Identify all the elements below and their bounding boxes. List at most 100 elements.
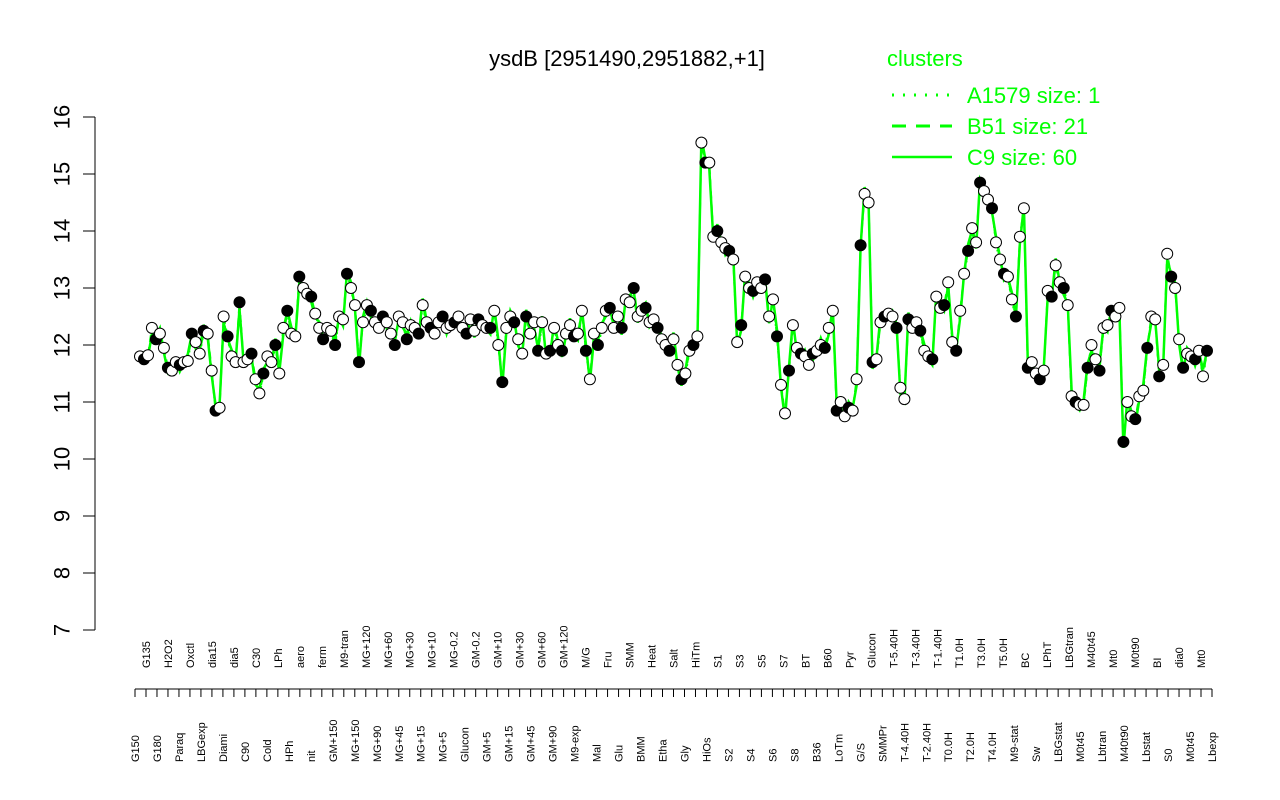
x-axis: G150 G135 G180 H2O2 Paraq Oxctl LBGexp dia15 Dia…: [130, 626, 1219, 763]
x-tick-label: Paraq: [174, 733, 186, 762]
x-tick-label: LoTm: [833, 734, 845, 762]
data-point: [771, 330, 783, 343]
data-point: [508, 316, 521, 329]
data-point: [412, 327, 425, 340]
data-point: [488, 304, 501, 317]
x-tick-label: B36: [811, 742, 823, 762]
data-point: [1085, 339, 1098, 351]
x-tick-label: HiOs: [701, 737, 713, 762]
data-point: [293, 270, 306, 283]
data-point: [384, 327, 397, 340]
x-tick-label: BT: [800, 654, 812, 668]
x-tick-label: M9-exp: [570, 725, 582, 762]
data-point: [1061, 299, 1074, 312]
data-point: [492, 339, 505, 351]
data-point: [711, 225, 724, 237]
y-tick-label: 15: [50, 162, 75, 186]
x-tick-label: H2O2: [163, 639, 175, 668]
data-point: [341, 267, 353, 280]
x-tick-label: M0t45: [1185, 731, 1197, 762]
x-tick-label: Pyr: [844, 651, 856, 668]
x-tick-label: HPh: [284, 741, 296, 762]
data-point: [317, 333, 330, 346]
data-point: [1165, 270, 1178, 283]
data-point: [1121, 396, 1134, 408]
y-tick-label: 11: [50, 391, 75, 414]
data-point: [388, 339, 401, 351]
data-point: [834, 396, 847, 408]
y-tick-label: 13: [50, 276, 75, 300]
data-point: [986, 202, 998, 215]
data-point: [1141, 341, 1154, 354]
y-tick-label: 7: [50, 624, 75, 636]
data-point: [428, 327, 441, 340]
y-tick-label: 12: [50, 333, 75, 357]
data-point: [512, 333, 525, 346]
x-tick-label: Gly: [679, 745, 691, 762]
data-point: [870, 353, 883, 366]
data-point: [484, 321, 497, 334]
data-point: [520, 310, 533, 323]
data-point: [1093, 364, 1106, 377]
x-tick-label: GM+15: [504, 726, 516, 762]
data-point: [651, 321, 664, 334]
data-point: [221, 330, 234, 343]
data-point: [400, 333, 413, 346]
data-point: [886, 310, 899, 323]
y-tick-label: 8: [50, 567, 75, 579]
data-point: [556, 344, 568, 357]
data-point: [890, 321, 903, 334]
data-point: [595, 321, 608, 334]
x-tick-label: C90: [240, 742, 252, 762]
x-tick-label: S8: [789, 749, 801, 762]
x-tick-label: LPhT: [1042, 641, 1054, 668]
x-tick-label: HiTm: [690, 642, 702, 668]
x-tick-label: GM-0.2: [471, 631, 483, 668]
data-point: [802, 358, 815, 371]
data-point: [627, 282, 640, 294]
x-tick-label: dia0: [1174, 647, 1186, 668]
data-point: [703, 156, 716, 169]
x-tick-label: GM+60: [537, 632, 549, 668]
x-tick-label: MG+15: [416, 726, 428, 762]
x-tick-label: SMM: [625, 642, 637, 668]
data-point: [1201, 344, 1213, 357]
data-point: [1177, 361, 1190, 374]
data-point: [1001, 270, 1014, 283]
data-point: [667, 333, 680, 346]
x-tick-label: Glu: [614, 745, 626, 762]
data-point: [145, 321, 158, 334]
data-point: [942, 276, 955, 289]
data-point: [735, 319, 748, 332]
x-tick-label: T5.0H: [998, 638, 1010, 668]
x-tick-label: MG+10: [427, 632, 439, 668]
data-point: [671, 358, 684, 371]
x-tick-label: S2: [723, 749, 735, 762]
x-tick-label: G135: [141, 641, 153, 668]
data-point: [1045, 290, 1058, 303]
data-point: [1161, 247, 1174, 260]
x-tick-label: MG+45: [394, 726, 406, 762]
data-point: [1005, 293, 1018, 306]
data-point: [305, 290, 318, 303]
data-point: [739, 270, 752, 283]
x-tick-label: C30: [251, 648, 263, 668]
data-point: [380, 316, 393, 329]
x-tick-label: T-1.40H: [932, 629, 944, 668]
x-tick-label: Salt: [669, 649, 681, 668]
data-point: [958, 267, 971, 280]
data-point: [1117, 435, 1130, 448]
x-tick-label: Diami: [218, 734, 230, 762]
data-point: [277, 321, 290, 334]
x-tick-label: T1.0H: [954, 638, 966, 668]
y-tick-label: 16: [50, 105, 75, 129]
x-tick-label: dia5: [229, 647, 241, 668]
data-point: [1197, 370, 1209, 383]
data-point: [826, 304, 839, 317]
data-point: [325, 324, 338, 337]
x-tick-label: MG+30: [405, 632, 417, 668]
data-point: [1025, 356, 1038, 369]
data-point: [153, 327, 166, 340]
data-point: [950, 344, 963, 357]
